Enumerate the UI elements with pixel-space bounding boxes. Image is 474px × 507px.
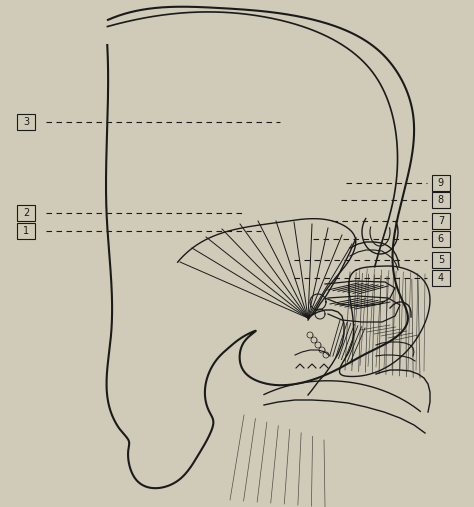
- Text: 9: 9: [438, 177, 444, 188]
- Text: 4: 4: [438, 273, 444, 283]
- FancyBboxPatch shape: [432, 174, 450, 191]
- Text: 7: 7: [438, 215, 444, 226]
- Text: 8: 8: [438, 195, 444, 205]
- Text: 3: 3: [23, 117, 29, 127]
- Text: 5: 5: [438, 255, 444, 265]
- Text: 1: 1: [23, 226, 29, 236]
- FancyBboxPatch shape: [17, 205, 35, 221]
- FancyBboxPatch shape: [432, 231, 450, 247]
- FancyBboxPatch shape: [432, 270, 450, 286]
- FancyBboxPatch shape: [17, 114, 35, 130]
- FancyBboxPatch shape: [17, 223, 35, 239]
- Text: 2: 2: [23, 208, 29, 218]
- FancyBboxPatch shape: [432, 212, 450, 229]
- FancyBboxPatch shape: [432, 251, 450, 268]
- Text: 6: 6: [438, 234, 444, 244]
- FancyBboxPatch shape: [432, 192, 450, 208]
